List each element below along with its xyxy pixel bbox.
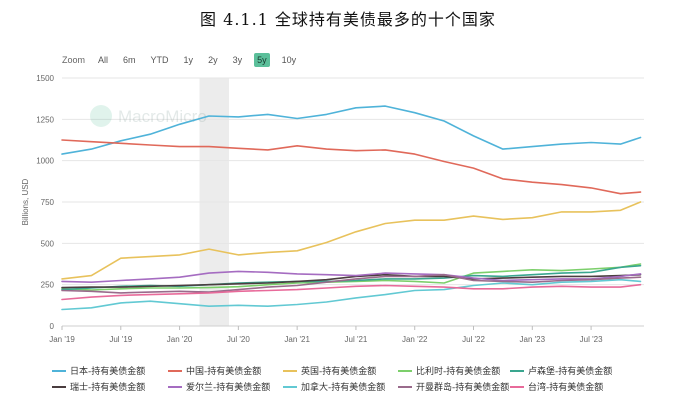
x-tick-label: Jul '23 <box>580 335 603 344</box>
range-all-button[interactable]: All <box>98 55 109 65</box>
legend-swatch <box>283 369 297 372</box>
y-tick-label: 750 <box>41 198 55 207</box>
chart-legend: 日本-持有美债金额 中国-持有美债金额 英国-持有美债金额 比利时-持有美债金额 卢森堡… <box>0 360 696 404</box>
series-line-6 <box>61 270 642 283</box>
line-chart: 0 250 500 750 1000 1250 1500 Billions, USD Macro… <box>21 74 644 344</box>
x-tick-label: Jul '20 <box>227 335 250 344</box>
legend-label: 日本-持有美债金额 <box>70 367 146 377</box>
series-line-7 <box>61 278 642 311</box>
legend-swatch <box>52 385 66 388</box>
legend-label: 卢森堡-持有美债金额 <box>528 367 613 377</box>
series-line-0 <box>61 105 642 155</box>
figure-title: 图 4.1.1 全球持有美债最多的十个国家 <box>200 10 496 29</box>
watermark-text: MacroMicro <box>118 107 207 126</box>
range-6m-button[interactable]: 6m <box>123 55 136 65</box>
range-10y-button[interactable]: 10y <box>281 55 297 65</box>
legend-item[interactable]: 比利时-持有美债金额 <box>398 364 500 377</box>
legend-label: 爱尔兰-持有美债金额 <box>186 383 271 393</box>
legend-label: 比利时-持有美债金额 <box>416 367 501 377</box>
y-tick-label: 1000 <box>36 157 54 166</box>
legend-item[interactable]: 日本-持有美债金额 <box>52 364 145 377</box>
range-3y-button[interactable]: 3y <box>232 55 243 65</box>
legend-swatch <box>168 385 182 388</box>
x-tick-label: Jul '19 <box>109 335 132 344</box>
series-line-9 <box>61 283 642 301</box>
x-tick-label: Jul '21 <box>345 335 368 344</box>
legend-item[interactable]: 加拿大-持有美债金额 <box>283 380 385 393</box>
legend-label: 英国-持有美债金额 <box>301 367 377 377</box>
legend-label: 台湾-持有美债金额 <box>528 383 604 393</box>
legend-label: 开曼群岛-持有美债金额 <box>416 383 510 393</box>
y-tick-label: 1250 <box>36 115 54 124</box>
legend-label: 加拿大-持有美债金额 <box>301 383 386 393</box>
legend-swatch <box>510 385 524 388</box>
legend-label: 中国-持有美债金额 <box>186 367 262 377</box>
legend-swatch <box>283 385 297 388</box>
watermark-logo-icon <box>90 105 112 127</box>
legend-item[interactable]: 英国-持有美债金额 <box>283 364 376 377</box>
legend-swatch <box>52 369 66 372</box>
legend-swatch <box>168 369 182 372</box>
x-tick-label: Jan '22 <box>402 335 428 344</box>
legend-item[interactable]: 爱尔兰-持有美债金额 <box>168 380 270 393</box>
y-tick-label: 500 <box>41 239 55 248</box>
series-line-1 <box>61 139 642 195</box>
range-2y-button[interactable]: 2y <box>208 55 218 65</box>
x-tick-label: Jul '22 <box>462 335 485 344</box>
series-line-5 <box>61 273 642 289</box>
y-tick-label: 1500 <box>36 74 54 83</box>
y-axis-label: Billions, USD <box>21 178 30 225</box>
series-line-2 <box>61 201 642 280</box>
x-tick-label: Jan '20 <box>167 335 193 344</box>
range-1y-button[interactable]: 1y <box>183 55 194 65</box>
y-tick-label: 250 <box>41 281 55 290</box>
legend-item[interactable]: 中国-持有美债金额 <box>168 364 261 377</box>
series-line-8 <box>61 273 642 294</box>
legend-swatch <box>510 369 524 372</box>
legend-item[interactable]: 台湾-持有美债金额 <box>510 380 603 393</box>
legend-swatch <box>398 385 412 388</box>
range-ytd-button[interactable]: YTD <box>150 55 169 65</box>
legend-label: 瑞士-持有美债金额 <box>70 383 146 393</box>
x-tick-label: Jan '21 <box>284 335 310 344</box>
legend-swatch <box>398 369 412 372</box>
range-selector: Zoom All 6m YTD 1y 2y 3y 5y 10y <box>62 52 308 68</box>
zoom-label: Zoom <box>62 55 86 65</box>
legend-item[interactable]: 卢森堡-持有美债金额 <box>510 364 612 377</box>
legend-item[interactable]: 开曼群岛-持有美债金额 <box>398 380 509 393</box>
x-tick-label: Jan '23 <box>520 335 546 344</box>
legend-item[interactable]: 瑞士-持有美债金额 <box>52 380 145 393</box>
range-5y-button[interactable]: 5y <box>254 53 270 67</box>
watermark: MacroMicro <box>90 105 207 127</box>
y-tick-label: 0 <box>50 322 55 331</box>
series-line-3 <box>61 263 642 291</box>
x-tick-label: Jan '19 <box>49 335 75 344</box>
